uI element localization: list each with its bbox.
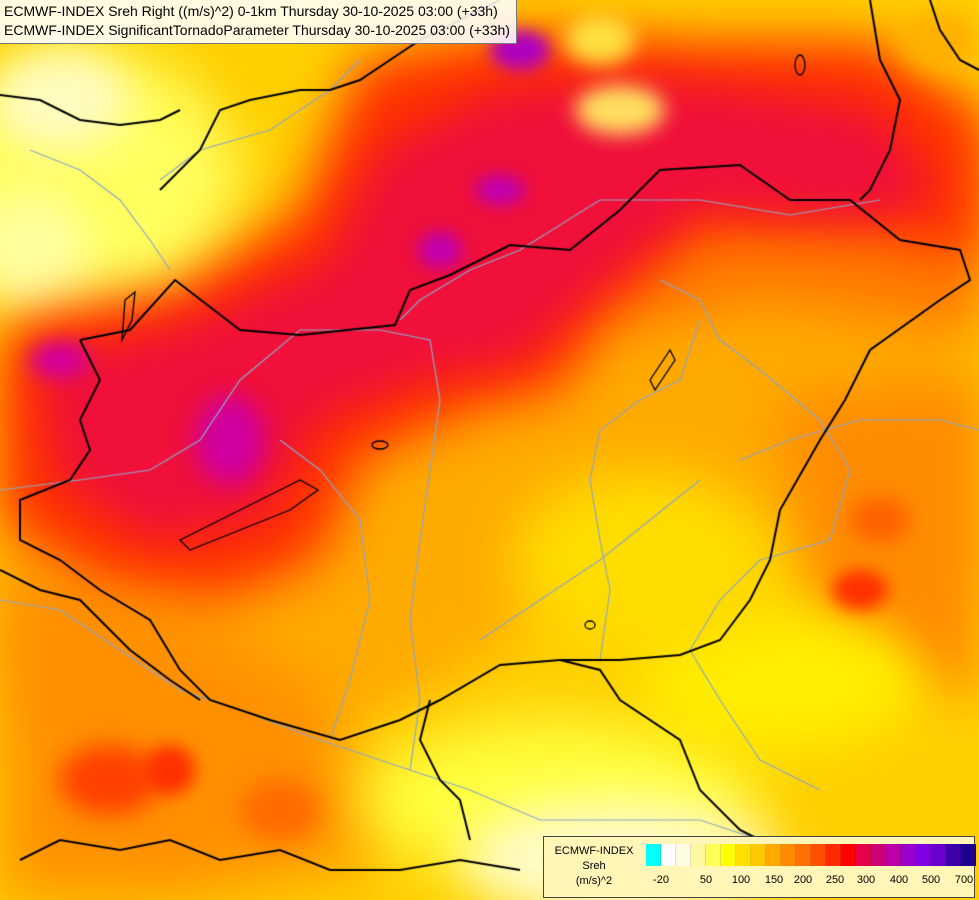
legend-swatch bbox=[661, 844, 676, 866]
legend-swatch bbox=[916, 844, 931, 866]
legend-swatch bbox=[781, 844, 796, 866]
legend-swatch bbox=[826, 844, 841, 866]
legend-swatch bbox=[706, 844, 721, 866]
legend-swatch bbox=[796, 844, 811, 866]
map-title: ECMWF-INDEX Sreh Right ((m/s)^2) 0-1km T… bbox=[0, 0, 517, 44]
legend-tick-label: -20 bbox=[653, 874, 669, 886]
legend-tick-label: 700 bbox=[954, 874, 974, 886]
legend-swatch bbox=[646, 844, 661, 866]
legend-swatch bbox=[751, 844, 766, 866]
legend-color-bar bbox=[646, 844, 976, 866]
legend-title: ECMWF-INDEX bbox=[554, 845, 634, 857]
legend-swatch bbox=[901, 844, 916, 866]
legend-swatch bbox=[886, 844, 901, 866]
legend-swatch bbox=[841, 844, 856, 866]
title-line-stp: ECMWF-INDEX SignificantTornadoParameter … bbox=[4, 22, 510, 38]
legend-tick-label: 150 bbox=[764, 874, 784, 886]
legend-tick-label: 200 bbox=[793, 874, 813, 886]
legend-swatch bbox=[676, 844, 691, 866]
legend-tick-label: 50 bbox=[699, 874, 713, 886]
legend-tick-label: 100 bbox=[731, 874, 751, 886]
legend-tick-label: 250 bbox=[825, 874, 845, 886]
legend-swatch bbox=[961, 844, 976, 866]
legend-tick-label: 400 bbox=[889, 874, 909, 886]
legend-swatch bbox=[721, 844, 736, 866]
legend-swatch bbox=[931, 844, 946, 866]
legend-swatch bbox=[811, 844, 826, 866]
legend-label: ECMWF-INDEX Sreh (m/s)^2 bbox=[548, 844, 640, 889]
title-line-sreh: ECMWF-INDEX Sreh Right ((m/s)^2) 0-1km T… bbox=[4, 3, 498, 19]
legend-swatch bbox=[871, 844, 886, 866]
legend-swatch bbox=[856, 844, 871, 866]
legend-swatch bbox=[691, 844, 706, 866]
legend-tick-label: 300 bbox=[856, 874, 876, 886]
legend-variable: Sreh bbox=[582, 860, 606, 872]
legend-unit: (m/s)^2 bbox=[575, 875, 613, 887]
legend-swatch bbox=[736, 844, 751, 866]
legend-ticks: -20 50 100 150 200 250 300 400 500 700 bbox=[646, 874, 974, 890]
legend-swatch bbox=[946, 844, 961, 866]
legend-tick-label: 500 bbox=[921, 874, 941, 886]
color-legend: ECMWF-INDEX Sreh (m/s)^2 -20 50 100 150 200 2… bbox=[543, 836, 976, 898]
legend-swatch bbox=[766, 844, 781, 866]
